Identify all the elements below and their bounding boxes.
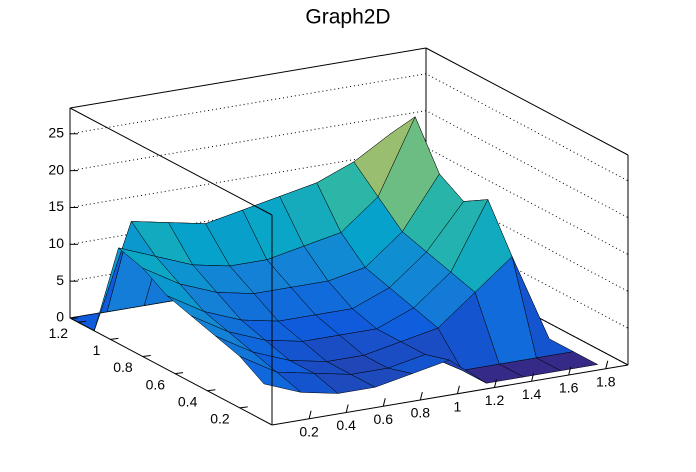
z-tick-label: 0 xyxy=(56,309,64,325)
x-tick xyxy=(345,404,349,413)
y-axis xyxy=(69,317,273,426)
x-tick xyxy=(494,379,497,388)
box-edge xyxy=(425,47,629,156)
y-tick xyxy=(78,320,87,323)
y-tick-label: 0.6 xyxy=(146,376,166,392)
z-tick-label: 25 xyxy=(48,124,64,140)
x-tick-label: 0.6 xyxy=(374,411,394,427)
x-tick xyxy=(531,373,535,382)
y-tick xyxy=(239,406,248,409)
x-tick-label: 0.2 xyxy=(299,423,319,439)
x-tick-label: 0.8 xyxy=(411,405,431,421)
surface-cell xyxy=(239,356,302,393)
x-tick-label: 0.4 xyxy=(336,417,356,433)
z-tick-label: 10 xyxy=(48,235,64,251)
x-tick-label: 1.4 xyxy=(522,386,542,402)
y-tick-label: 0.8 xyxy=(113,359,133,375)
y-tick xyxy=(174,372,184,375)
z-tick-label: 5 xyxy=(56,272,64,288)
chart-title: Graph2D xyxy=(305,6,390,29)
z-tick-label: 15 xyxy=(48,198,64,214)
y-tick xyxy=(207,389,216,392)
grid-line xyxy=(69,146,629,255)
x-tick xyxy=(308,410,312,419)
x-tick xyxy=(605,360,609,369)
x-tick-label: 1.6 xyxy=(559,380,579,396)
grid-line xyxy=(69,73,629,182)
y-tick-label: 0.4 xyxy=(178,393,198,409)
x-tick xyxy=(419,391,423,401)
box-edge xyxy=(69,107,273,216)
grid-line xyxy=(69,110,629,219)
z-tick-label: 20 xyxy=(48,161,64,177)
x-tick xyxy=(382,398,386,407)
x-tick xyxy=(568,366,572,376)
x-tick-label: 1.2 xyxy=(485,392,505,408)
y-tick xyxy=(110,337,119,340)
box-edge xyxy=(69,47,427,109)
x-tick-label: 1.8 xyxy=(596,373,616,389)
y-tick-label: 1.2 xyxy=(49,325,69,341)
x-tick-label: 1 xyxy=(454,398,462,414)
y-tick-label: 1 xyxy=(93,342,101,358)
y-tick-label: 0.2 xyxy=(210,411,230,427)
x-tick xyxy=(456,385,460,394)
y-tick xyxy=(142,355,151,358)
